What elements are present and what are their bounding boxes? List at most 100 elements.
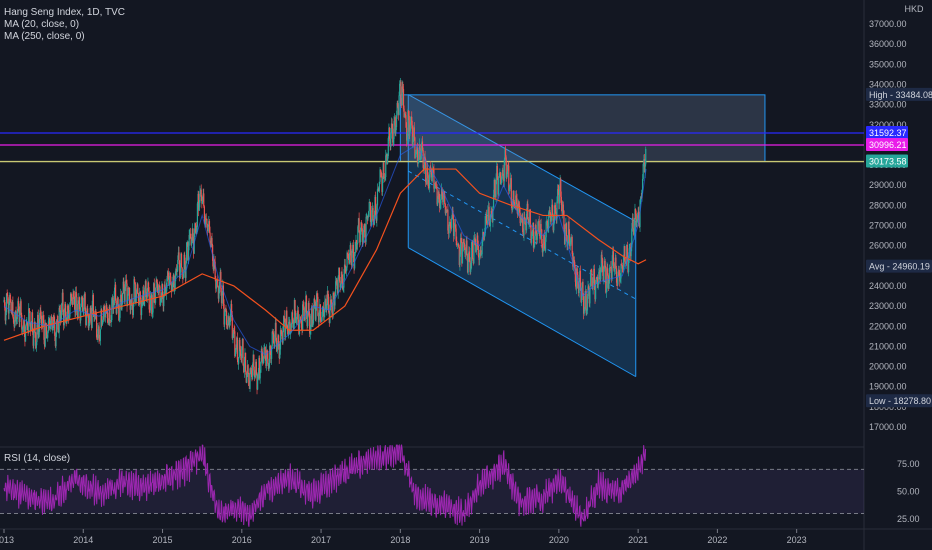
candle-body bbox=[205, 218, 207, 225]
candle-body bbox=[489, 220, 491, 227]
candle-body bbox=[262, 355, 264, 364]
candle-body bbox=[71, 304, 74, 305]
candle-body bbox=[390, 123, 393, 134]
candle-body bbox=[260, 361, 262, 373]
candle-body bbox=[350, 245, 352, 263]
candle-body bbox=[420, 158, 422, 160]
candle-body bbox=[513, 201, 516, 208]
candle-body bbox=[35, 341, 37, 349]
candle-body bbox=[177, 252, 179, 261]
price-tick-label: 26000.00 bbox=[869, 241, 907, 251]
candle-body bbox=[566, 236, 568, 247]
candle-body bbox=[588, 288, 590, 304]
candle-body bbox=[226, 324, 228, 326]
candle-body bbox=[541, 229, 543, 244]
candle-body bbox=[628, 258, 630, 273]
candle-body bbox=[602, 272, 604, 282]
candle-body bbox=[622, 256, 625, 270]
candle-body bbox=[404, 114, 407, 116]
candle-body bbox=[23, 320, 25, 328]
candle-body bbox=[518, 203, 520, 206]
candle-body bbox=[486, 223, 488, 225]
candle-body bbox=[265, 350, 268, 366]
candle-body bbox=[362, 229, 365, 238]
candle-body bbox=[469, 261, 471, 272]
candle-body bbox=[583, 309, 585, 314]
candle-body bbox=[301, 327, 303, 330]
candle-body bbox=[529, 209, 531, 223]
candle-body bbox=[294, 299, 296, 312]
candle-body bbox=[439, 199, 441, 209]
candle-body bbox=[165, 287, 167, 295]
candle-body bbox=[433, 185, 436, 189]
candle-body bbox=[357, 226, 359, 243]
candle-body bbox=[74, 304, 76, 313]
candle-body bbox=[512, 190, 514, 206]
candle-body bbox=[76, 315, 79, 319]
candle-body bbox=[607, 275, 609, 289]
candle-body bbox=[459, 238, 462, 255]
candle-body bbox=[276, 346, 278, 352]
candle-body bbox=[38, 331, 40, 335]
candle-body bbox=[311, 306, 313, 327]
candle-body bbox=[106, 305, 108, 311]
candle-body bbox=[109, 320, 112, 322]
candle-body bbox=[381, 178, 384, 192]
candle-body bbox=[319, 304, 322, 321]
candle-body bbox=[501, 169, 504, 176]
candle-body bbox=[546, 221, 548, 222]
candle-body bbox=[502, 169, 504, 176]
candle-body bbox=[191, 228, 193, 241]
candle-body bbox=[279, 330, 282, 350]
candle-body bbox=[452, 218, 455, 237]
candle-body bbox=[142, 290, 145, 304]
candle-body bbox=[104, 313, 107, 318]
candle-body bbox=[371, 210, 373, 221]
candle-body bbox=[522, 232, 524, 236]
candle-body bbox=[220, 271, 222, 293]
candle-body bbox=[328, 296, 330, 313]
candle-body bbox=[396, 103, 398, 116]
candle-body bbox=[118, 317, 121, 321]
candle-body bbox=[232, 329, 235, 338]
candle-body bbox=[54, 335, 56, 347]
candle-body bbox=[48, 318, 50, 322]
candle-body bbox=[131, 298, 133, 306]
price-tag-3: 30173.58 bbox=[866, 154, 908, 168]
candle-body bbox=[494, 179, 496, 194]
candle-body bbox=[239, 349, 242, 356]
candle-body bbox=[218, 288, 220, 299]
candle-body bbox=[356, 242, 358, 250]
candle-body bbox=[579, 270, 581, 282]
candle-body bbox=[543, 235, 545, 246]
candle-body bbox=[13, 322, 15, 327]
candle-body bbox=[447, 209, 449, 231]
candle-body bbox=[123, 281, 125, 289]
candle-body bbox=[298, 324, 300, 335]
candle-body bbox=[174, 275, 176, 290]
candle-body bbox=[53, 315, 55, 321]
candle-body bbox=[40, 315, 43, 325]
candle-body bbox=[236, 337, 238, 348]
candle-body bbox=[4, 300, 6, 308]
candle-body bbox=[608, 280, 610, 289]
candle-body bbox=[9, 294, 11, 302]
candle-body bbox=[402, 86, 404, 90]
candle-body bbox=[238, 340, 240, 358]
candle-body bbox=[71, 297, 73, 305]
candle-body bbox=[543, 235, 545, 251]
price-tag-text: High - 33484.08 bbox=[869, 90, 932, 100]
candle-body bbox=[614, 268, 616, 271]
candle-body bbox=[426, 168, 429, 176]
candle-body bbox=[487, 206, 490, 210]
candle-body bbox=[545, 221, 547, 238]
candle-body bbox=[230, 304, 232, 314]
candle-body bbox=[45, 324, 48, 339]
candle-body bbox=[130, 302, 132, 310]
candle-body bbox=[264, 347, 266, 359]
candle-body bbox=[284, 323, 287, 338]
time-tick-label: 2014 bbox=[73, 535, 93, 545]
candle-body bbox=[376, 189, 379, 206]
candle-body bbox=[345, 267, 348, 272]
